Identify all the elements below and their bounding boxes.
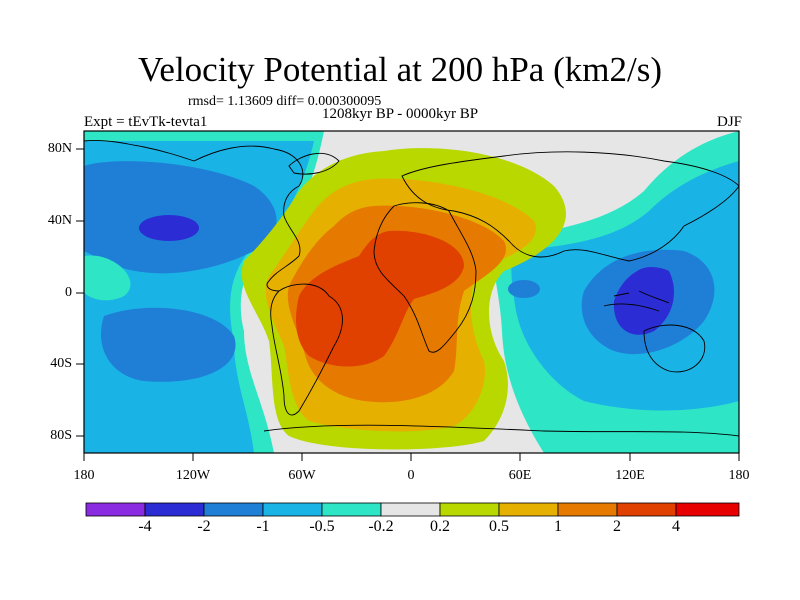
rmsd-diff-stats: rmsd= 1.13609 diff= 0.000300095 — [188, 94, 382, 109]
colorbar — [85, 502, 740, 517]
australia-outline — [643, 324, 706, 373]
africa-outline — [373, 202, 477, 353]
x-tick-label: 180 — [728, 468, 750, 483]
colorbar-bin-2 — [144, 502, 205, 517]
velocity-potential-field — [84, 131, 739, 453]
negative-1-region-indian-ocean — [508, 280, 540, 298]
x-tick-label: 120E — [615, 468, 645, 483]
colorbar-bin-5 — [321, 502, 382, 517]
y-tick-label: 40N — [47, 213, 72, 228]
antarctica-outline — [263, 424, 739, 437]
colorbar-label: -0.2 — [368, 518, 394, 535]
x-tick-label: 60E — [508, 468, 532, 483]
chart-title: Velocity Potential at 200 hPa (km2/s) — [138, 50, 662, 89]
negative-2-core-north-maritime — [633, 267, 669, 289]
colorbar-label: -4 — [138, 518, 152, 535]
x-tick-label: 120W — [175, 468, 211, 483]
y-tick-label: 80S — [50, 428, 72, 443]
axis-ticks — [76, 148, 740, 461]
colorbar-bin-1 — [85, 502, 146, 517]
x-tick-label: 180 — [73, 468, 95, 483]
colorbar-bin-4 — [262, 502, 323, 517]
colorbar-label: 0.2 — [430, 518, 450, 535]
positive-2-region — [296, 230, 464, 367]
negative-2-core-north-pacific — [139, 215, 199, 241]
experiment-label: Expt = tEvTk-tevta1 — [84, 114, 208, 130]
eurasia-outline — [401, 151, 739, 262]
y-tick-label: 80N — [47, 141, 72, 156]
colorbar-label: -2 — [197, 518, 211, 535]
colorbar-bin-8 — [498, 502, 559, 517]
colorbar-bin-6 — [380, 502, 441, 517]
colorbar-bin-7 — [439, 502, 500, 517]
equatorial-pacific-band — [84, 255, 131, 301]
colorbar-label: -0.5 — [309, 518, 335, 535]
maritime-continent-outline — [603, 290, 670, 312]
colorbar-bin-9 — [557, 502, 618, 517]
x-tick-label: 0 — [407, 468, 415, 483]
negative-1-region-south-pacific — [100, 307, 236, 382]
colorbar-bin-3 — [203, 502, 264, 517]
colorbar-bin-11 — [675, 502, 740, 517]
y-tick-label: 0 — [65, 285, 72, 300]
north-america-outline — [193, 145, 304, 292]
greenland-outline — [288, 152, 340, 175]
season-label: DJF — [716, 114, 742, 130]
time-period: 1208kyr BP - 0000kyr BP — [322, 106, 479, 122]
colorbar-label: -1 — [256, 518, 270, 535]
colorbar-label: 2 — [613, 518, 621, 535]
y-tick-label: 40S — [50, 356, 72, 371]
siberia-alaska-outline — [84, 140, 195, 162]
colorbar-label: 1 — [554, 518, 562, 535]
x-tick-label: 60W — [288, 468, 316, 483]
colorbar-label: 0.5 — [489, 518, 509, 535]
coastlines — [84, 140, 739, 437]
colorbar-bin-10 — [616, 502, 677, 517]
south-america-outline — [270, 283, 343, 416]
colorbar-label: 4 — [672, 518, 680, 535]
